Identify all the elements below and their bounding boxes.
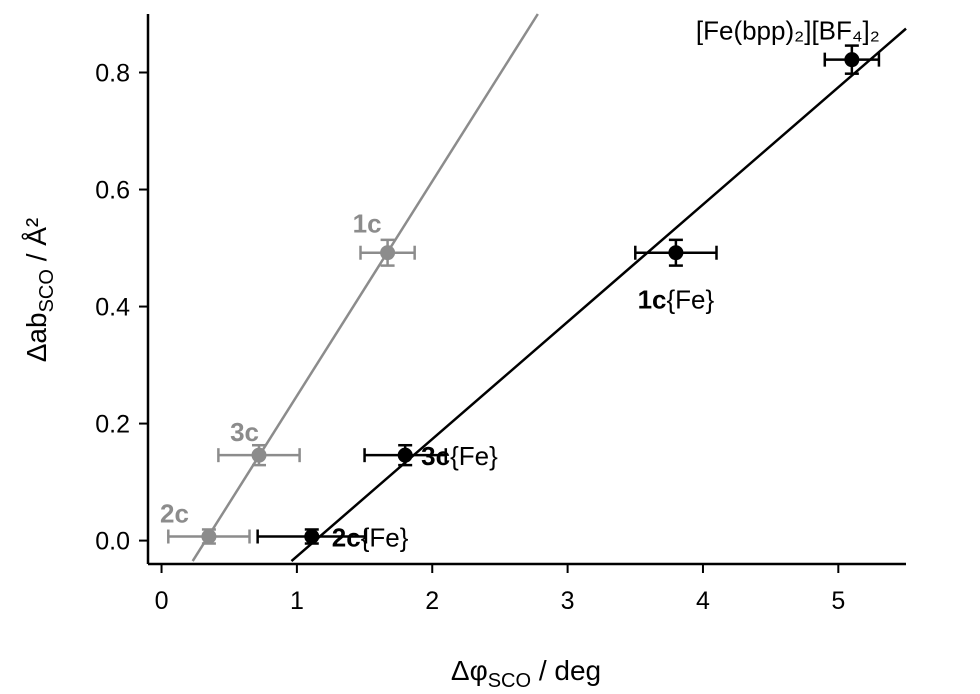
point-1-3 <box>823 44 881 75</box>
point-marker <box>251 447 267 463</box>
x-tick-label-4: 4 <box>696 587 710 615</box>
data-points <box>167 44 881 545</box>
point-marker <box>397 447 413 463</box>
point-0-1 <box>217 443 301 467</box>
point-marker <box>380 245 396 261</box>
point-label-1-1: 3c{Fe} <box>421 441 498 471</box>
point-label-bold: 3c <box>230 417 259 447</box>
point-label-1-2: 1c{Fe} <box>638 285 715 315</box>
x-axis-label-main: Δφ <box>451 655 488 686</box>
point-marker <box>304 529 320 544</box>
point-label-rest: [Fe(bpp)₂][BF₄]₂ <box>696 16 880 46</box>
point-1-0 <box>256 528 368 545</box>
x-axis-label: ΔφSCO / deg <box>451 655 601 692</box>
point-label-bold: 3c <box>421 441 450 471</box>
fit-line-1 <box>290 27 907 563</box>
x-tick-label-5: 5 <box>831 587 845 615</box>
y-tick-label-4: 0.8 <box>95 60 130 88</box>
point-label-bold: 1c <box>638 285 667 315</box>
point-label-0-0: 2c <box>160 499 189 529</box>
y-tick-label-0: 0.0 <box>95 528 130 556</box>
point-label-rest: {Fe} <box>450 441 498 471</box>
x-tick-label-1: 1 <box>290 587 304 615</box>
point-label-0-2: 1c <box>353 209 382 239</box>
point-label-bold: 2c <box>332 523 361 553</box>
point-label-1-0: 2c{Fe} <box>332 523 409 553</box>
point-0-0 <box>167 528 251 545</box>
point-1-2 <box>634 238 718 267</box>
axes <box>146 14 906 566</box>
y-tick-label-3: 0.6 <box>95 177 130 205</box>
x-tick-label-2: 2 <box>425 587 439 615</box>
point-marker <box>844 52 860 68</box>
fit-lines <box>191 13 907 563</box>
point-label-rest: {Fe} <box>361 523 409 553</box>
y-tick-label-1: 0.2 <box>95 411 130 439</box>
x-axis-label-rest: / deg <box>531 655 601 686</box>
point-marker <box>201 529 217 544</box>
point-1-1 <box>363 443 448 467</box>
point-label-1-3: [Fe(bpp)₂][BF₄]₂ <box>696 16 880 46</box>
point-label-rest: {Fe} <box>666 285 714 315</box>
x-axis-label-sub: SCO <box>488 670 531 692</box>
y-axis-label-rest: / Å² <box>21 218 52 269</box>
point-marker <box>668 245 684 261</box>
y-axis-label: ΔabSCO / Å² <box>21 218 58 363</box>
x-tick-label-0: 0 <box>155 587 169 615</box>
fit-line-0 <box>191 13 539 562</box>
point-label-bold: 2c <box>160 499 189 529</box>
point-label-0-1: 3c <box>230 417 259 447</box>
point-0-2 <box>359 238 416 267</box>
y-axis-label-main: Δab <box>21 312 52 362</box>
point-label-bold: 1c <box>353 209 382 239</box>
ticks: 0 1 2 3 4 5 0.0 0.2 0.4 0.6 0.8 <box>95 60 845 615</box>
y-axis-label-sub: SCO <box>36 269 58 312</box>
y-tick-label-2: 0.4 <box>95 294 130 322</box>
x-tick-label-3: 3 <box>561 587 575 615</box>
